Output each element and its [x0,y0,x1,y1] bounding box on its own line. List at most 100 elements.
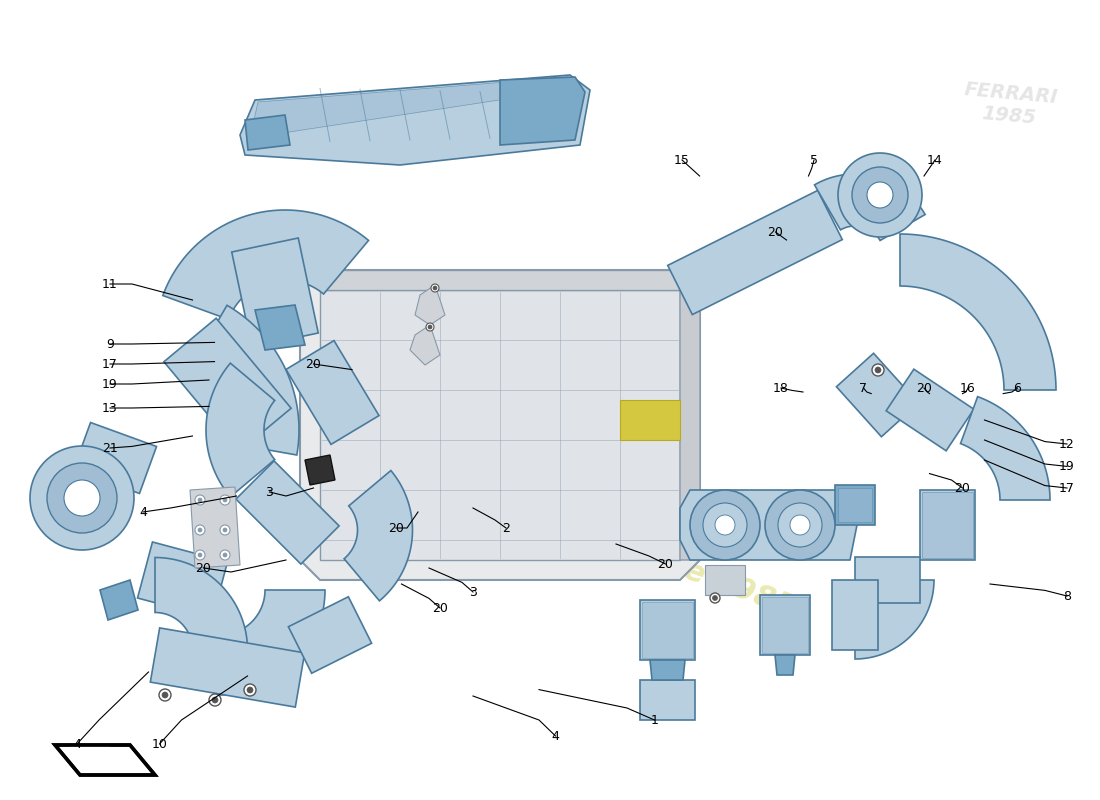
Text: 4: 4 [73,738,81,750]
Polygon shape [190,487,240,568]
Polygon shape [164,318,292,452]
Polygon shape [642,602,693,658]
Polygon shape [138,542,228,618]
Text: 15: 15 [674,154,690,166]
Polygon shape [151,628,305,707]
Circle shape [852,167,907,223]
Text: 19: 19 [1059,460,1075,473]
Polygon shape [838,488,872,522]
Circle shape [703,503,747,547]
Circle shape [874,367,881,373]
Circle shape [690,490,760,560]
Circle shape [195,550,205,560]
Text: 12: 12 [1059,438,1075,450]
Polygon shape [705,565,745,595]
Polygon shape [320,270,680,290]
Circle shape [867,182,893,208]
Text: 17: 17 [1059,482,1075,494]
Circle shape [195,495,205,505]
Polygon shape [855,580,934,659]
Circle shape [778,503,822,547]
Text: 9: 9 [106,338,114,350]
Polygon shape [814,174,925,241]
Text: 20: 20 [388,522,404,534]
Polygon shape [680,270,700,560]
Text: 11: 11 [102,278,118,290]
Text: 3: 3 [265,486,274,498]
Circle shape [431,284,439,292]
Polygon shape [74,422,156,494]
Polygon shape [300,270,700,580]
Polygon shape [250,77,578,138]
Text: a passion for parts since 1985: a passion for parts since 1985 [301,418,799,622]
Polygon shape [650,660,685,680]
Polygon shape [100,580,138,620]
Text: 4: 4 [139,506,147,518]
Text: FERRARI
1985: FERRARI 1985 [961,80,1058,129]
Circle shape [764,490,835,560]
Polygon shape [762,597,808,653]
Polygon shape [760,595,810,655]
Polygon shape [235,461,339,564]
Text: 20: 20 [306,358,321,370]
Circle shape [223,528,227,532]
Polygon shape [55,745,155,775]
Text: 20: 20 [916,382,932,394]
Text: 19: 19 [102,378,118,390]
Circle shape [198,553,202,557]
Polygon shape [960,397,1050,500]
Circle shape [244,684,256,696]
Polygon shape [776,655,795,675]
Text: 8: 8 [1063,590,1071,602]
Polygon shape [220,590,324,695]
Circle shape [220,525,230,535]
Text: 14: 14 [927,154,943,166]
Circle shape [838,153,922,237]
Circle shape [30,446,134,550]
Circle shape [198,528,202,532]
Circle shape [212,697,218,703]
Text: 3: 3 [469,586,477,598]
Polygon shape [887,369,974,451]
Text: 20: 20 [768,226,783,238]
Circle shape [220,495,230,505]
Circle shape [872,364,884,376]
Polygon shape [900,234,1056,390]
Circle shape [713,595,717,601]
Text: 5: 5 [810,154,818,166]
Polygon shape [288,597,372,674]
Circle shape [160,689,170,701]
Circle shape [433,286,437,290]
Polygon shape [286,341,379,445]
Polygon shape [245,115,290,150]
Text: 7: 7 [859,382,868,394]
Text: 4: 4 [551,730,560,742]
Polygon shape [155,558,248,650]
Circle shape [195,525,205,535]
Polygon shape [855,557,920,603]
Polygon shape [680,490,860,560]
Text: 18: 18 [773,382,789,394]
Polygon shape [255,305,305,350]
Text: 13: 13 [102,402,118,414]
Polygon shape [640,680,695,720]
Polygon shape [70,747,130,770]
Circle shape [715,515,735,535]
Polygon shape [620,400,680,440]
Text: 1: 1 [650,714,659,726]
Circle shape [223,553,227,557]
Circle shape [209,694,221,706]
Polygon shape [320,290,680,560]
Polygon shape [232,238,318,347]
Polygon shape [415,285,446,325]
Circle shape [248,687,253,693]
Polygon shape [163,210,368,319]
Polygon shape [835,485,874,525]
Circle shape [220,550,230,560]
Text: 2: 2 [502,522,510,534]
Circle shape [790,515,810,535]
Text: 10: 10 [152,738,167,750]
Text: 20: 20 [955,482,970,494]
Polygon shape [668,190,843,314]
Polygon shape [206,363,275,497]
